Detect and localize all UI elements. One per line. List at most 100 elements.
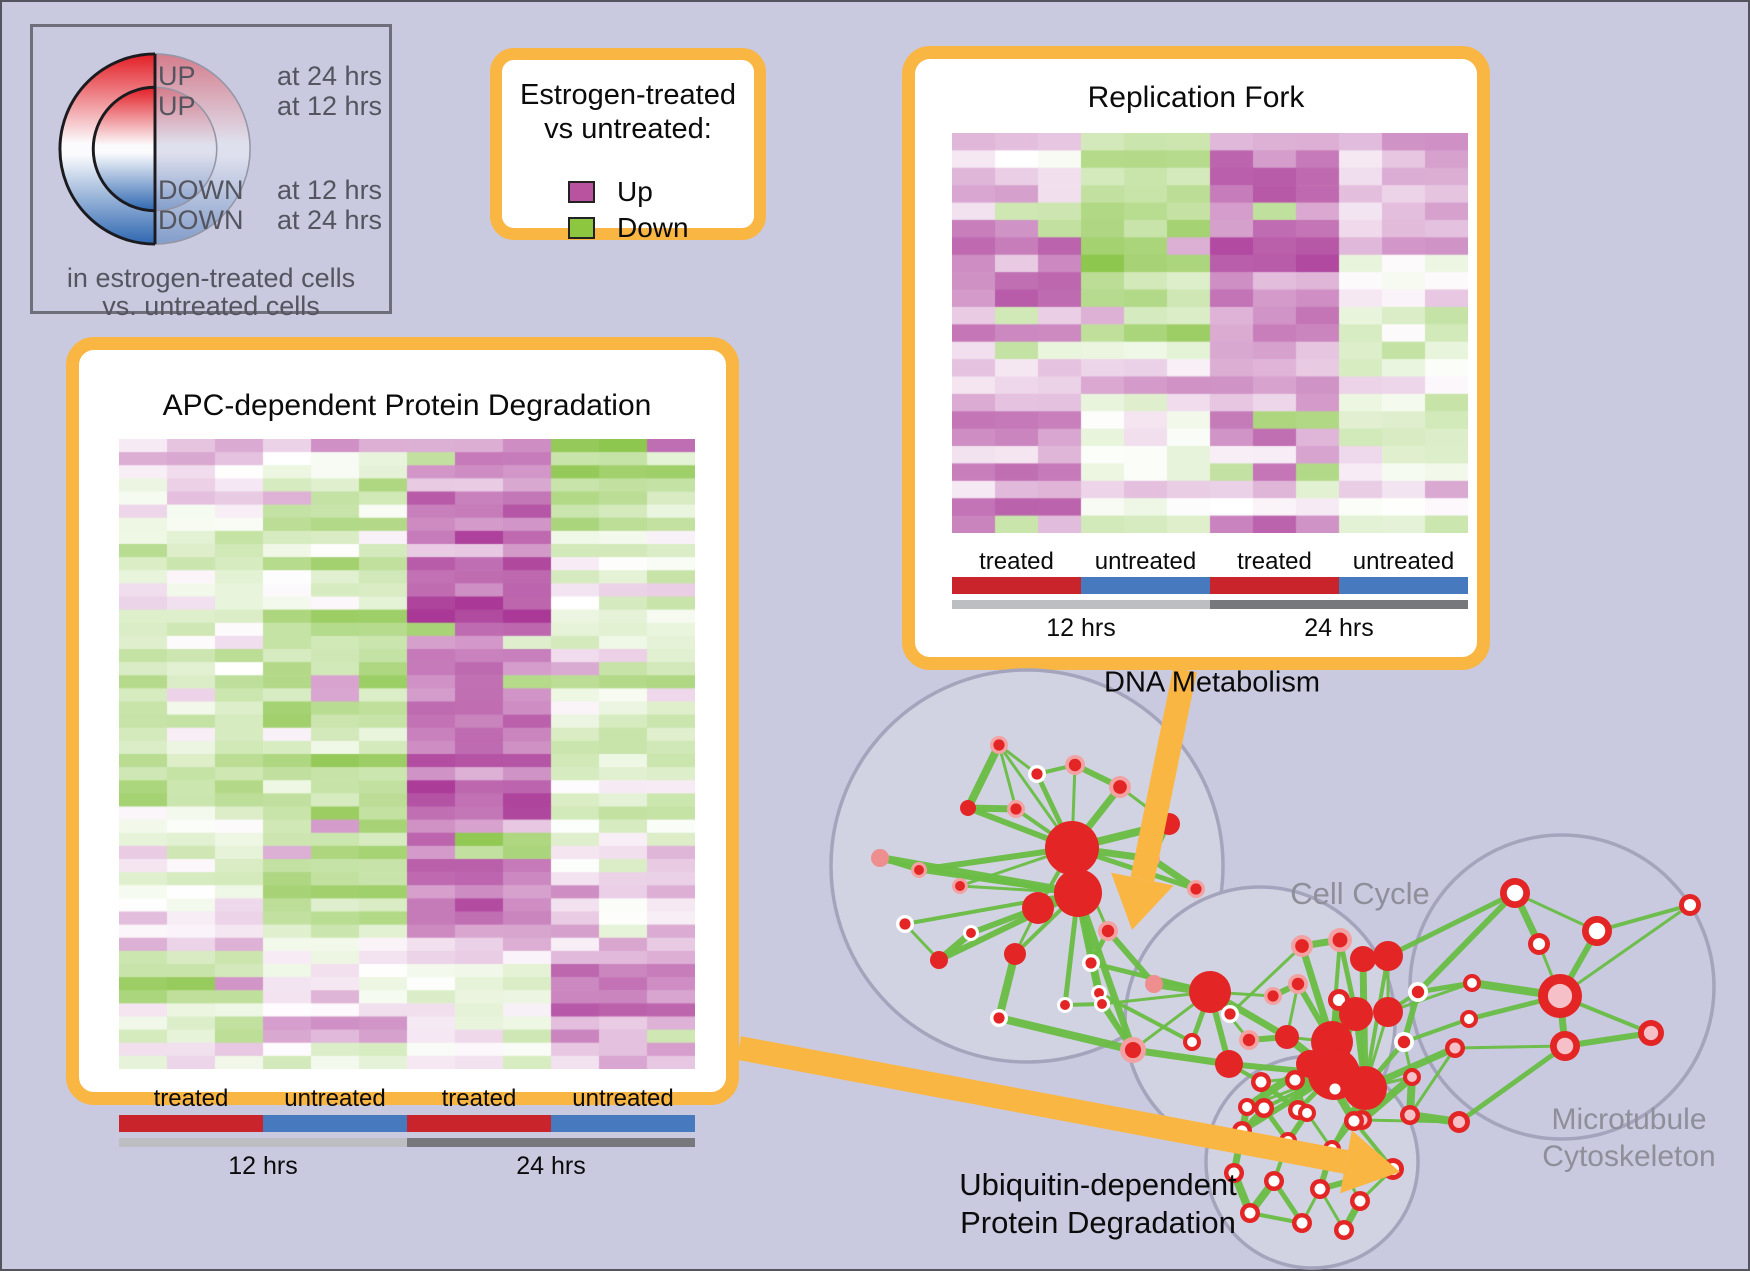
dna-metabolism-label: DNA Metabolism xyxy=(1104,666,1320,699)
network-edge xyxy=(1306,1060,1338,1078)
network-node-m10 xyxy=(1448,1111,1470,1133)
network-edge xyxy=(1271,1178,1305,1226)
network-edge xyxy=(877,855,922,873)
network-node-d25 xyxy=(990,736,1008,754)
network-edge xyxy=(1293,1078,1300,1112)
network-edge xyxy=(1243,1060,1314,1111)
network-edge xyxy=(1557,928,1600,999)
network-edge xyxy=(916,845,1075,873)
network-edge xyxy=(1358,1073,1416,1124)
network-node-u12 xyxy=(1350,1191,1370,1211)
network-edge xyxy=(1330,1040,1336,1076)
network-edge xyxy=(876,854,1082,897)
network-node-m4 xyxy=(1460,1010,1478,1028)
ubiquitin-label-line2: Protein Degradation xyxy=(960,1205,1236,1240)
network-node-m0 xyxy=(1500,878,1530,908)
network-edge xyxy=(1335,996,1360,1018)
network-edge xyxy=(1035,763,1077,776)
network-edge xyxy=(1070,846,1110,933)
cluster-dna-metabolism xyxy=(829,668,1225,1064)
network-node-d6 xyxy=(911,862,927,878)
network-node-c14 xyxy=(1215,1050,1243,1078)
replication-untreated-bar-1 xyxy=(1081,577,1210,594)
network-edge xyxy=(1331,1011,1359,1077)
network-node-m8 xyxy=(1638,1020,1664,1046)
network-node-u6 xyxy=(1279,1132,1297,1150)
network-edge xyxy=(1072,762,1123,790)
network-node-d18 xyxy=(1098,921,1118,941)
network-edge xyxy=(935,929,975,964)
network-node-d15 xyxy=(1145,975,1163,993)
network-edge xyxy=(1099,1001,1136,1053)
network-edge xyxy=(1466,993,1563,1022)
network-edge xyxy=(1129,1046,1233,1068)
apc-treated-bar-2 xyxy=(407,1115,551,1132)
network-edge xyxy=(1148,855,1200,893)
network-edge xyxy=(1562,1030,1654,1049)
network-edge xyxy=(1331,1085,1358,1125)
network-node-c6 xyxy=(1328,989,1350,1011)
network-edge xyxy=(1208,990,1251,1042)
network-node-d16 xyxy=(1158,813,1180,835)
network-node-u4 xyxy=(1344,1111,1364,1131)
network-edge xyxy=(903,891,1080,926)
network-edge xyxy=(1034,889,1082,912)
replication-time-labels: 12 hrs 24 hrs xyxy=(952,614,1468,643)
network-node-d23 xyxy=(930,951,948,969)
network-node-u1 xyxy=(1325,1079,1345,1099)
network-edge xyxy=(1239,1071,1337,1134)
network-node-m3 xyxy=(1463,974,1481,992)
network-node-c4 xyxy=(1288,974,1308,994)
network-edge xyxy=(1362,1039,1407,1091)
network-edge xyxy=(1511,889,1543,948)
network-edge xyxy=(1291,1076,1339,1093)
apc-heatmap xyxy=(119,439,695,1069)
network-edge xyxy=(1088,960,1213,995)
apc-time-label-1: 24 hrs xyxy=(516,1152,586,1180)
replication-condition-label-3: untreated xyxy=(1352,548,1455,575)
network-node-u2 xyxy=(1254,1098,1274,1118)
network-edge xyxy=(1513,891,1599,933)
network-edge xyxy=(1318,1187,1346,1232)
network-node-c2 xyxy=(1350,946,1376,972)
network-edge xyxy=(997,743,1018,811)
direction-legend-caption-1: in estrogen-treated cells xyxy=(66,263,356,293)
legend-entry-up: Up xyxy=(568,176,653,207)
direction-up-label-1: UP xyxy=(158,91,196,121)
replication-time-bars xyxy=(952,600,1468,609)
network-edge xyxy=(997,743,1074,850)
network-node-u13 xyxy=(1240,1203,1260,1223)
network-edge xyxy=(1293,1078,1309,1115)
up-color-swatch xyxy=(568,181,595,203)
network-node-c12 xyxy=(1343,1066,1387,1110)
network-node-c9 xyxy=(1311,1021,1353,1063)
network-edge xyxy=(1386,990,1420,1014)
replication-condition-labels: treated untreated treated untreated xyxy=(952,548,1468,576)
replication-condition-bars xyxy=(952,577,1468,594)
network-edge xyxy=(1013,906,1040,956)
network-edge xyxy=(1285,1110,1310,1144)
network-edge xyxy=(1291,1070,1338,1084)
cluster-cell-cycle xyxy=(1123,885,1397,1159)
replication-treated-bar-2 xyxy=(1210,577,1339,594)
replication-condition-label-1: untreated xyxy=(1094,548,1197,575)
network-edge xyxy=(1415,890,1518,995)
network-node-u3 xyxy=(1298,1104,1316,1122)
network-edge xyxy=(1074,889,1137,1054)
network-edge xyxy=(1363,1075,1414,1090)
network-node-c11 xyxy=(1308,1048,1360,1100)
replication-time-label-0: 12 hrs xyxy=(1046,614,1116,642)
replication-time-bar-1 xyxy=(1210,600,1468,609)
apc-condition-label-1: untreated xyxy=(284,1085,386,1112)
network-edge xyxy=(1070,763,1077,850)
apc-condition-label-2: treated xyxy=(441,1085,517,1112)
network-node-u14 xyxy=(1292,1213,1312,1233)
network-node-d19 xyxy=(1057,997,1073,1013)
network-node-d10 xyxy=(1022,892,1054,924)
network-node-m2 xyxy=(1528,933,1550,955)
network-edge xyxy=(1097,991,1194,1044)
network-edge xyxy=(1248,1211,1304,1225)
replication-fork-heatmap xyxy=(952,133,1468,533)
ubiquitin-degradation-label: Ubiquitin-dependent Protein Degradation xyxy=(959,1166,1237,1242)
network-edge xyxy=(958,846,1074,888)
